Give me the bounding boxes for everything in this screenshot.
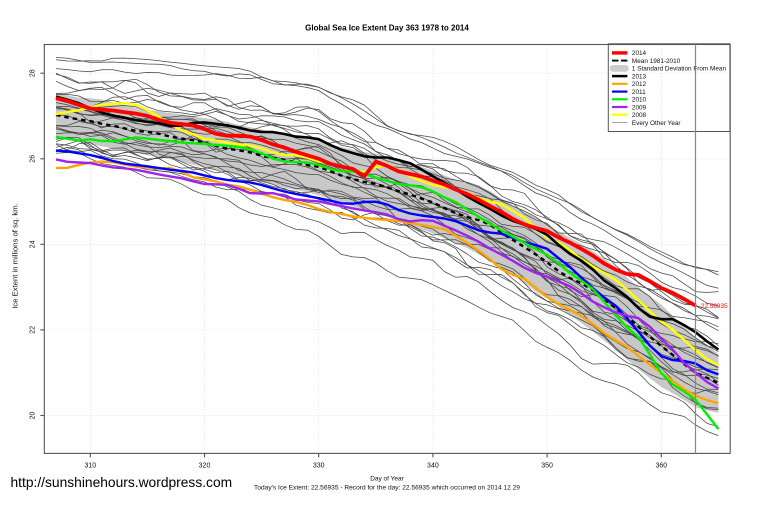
svg-text:360: 360 xyxy=(655,463,667,470)
svg-text:http://sunshinehours.wordpress: http://sunshinehours.wordpress.com xyxy=(11,475,233,490)
svg-text:2013: 2013 xyxy=(632,73,647,80)
svg-text:Today's Ice Extent: 22.56935: Today's Ice Extent: 22.56935 - Record fo… xyxy=(254,485,520,492)
svg-text:350: 350 xyxy=(541,463,553,470)
svg-text:2008: 2008 xyxy=(632,112,647,119)
svg-text:Mean 1981-2010: Mean 1981-2010 xyxy=(632,58,681,65)
svg-text:2014: 2014 xyxy=(632,50,647,57)
svg-text:340: 340 xyxy=(427,463,439,470)
svg-text:Ice Extent in millions of sq.: Ice Extent in millions of sq. km. xyxy=(11,203,20,309)
svg-text:2010: 2010 xyxy=(632,97,647,104)
svg-text:2012: 2012 xyxy=(632,81,647,88)
svg-text:Day of Year: Day of Year xyxy=(370,476,404,483)
svg-text:2009: 2009 xyxy=(632,104,647,111)
svg-text:22: 22 xyxy=(30,326,37,334)
svg-text:22.56935: 22.56935 xyxy=(701,303,728,310)
svg-text:1 Standard Deviation From Mean: 1 Standard Deviation From Mean xyxy=(632,66,727,73)
svg-text:310: 310 xyxy=(84,463,96,470)
svg-text:330: 330 xyxy=(313,463,325,470)
svg-text:28: 28 xyxy=(30,69,37,77)
svg-text:Every Other Year: Every Other Year xyxy=(632,120,682,127)
svg-text:24: 24 xyxy=(30,240,37,248)
svg-text:2011: 2011 xyxy=(632,89,646,96)
svg-text:Global Sea Ice Extent Day 363: Global Sea Ice Extent Day 363 1978 to 20… xyxy=(305,24,469,33)
svg-text:20: 20 xyxy=(30,412,37,420)
svg-text:26: 26 xyxy=(30,155,37,163)
svg-text:320: 320 xyxy=(199,463,211,470)
